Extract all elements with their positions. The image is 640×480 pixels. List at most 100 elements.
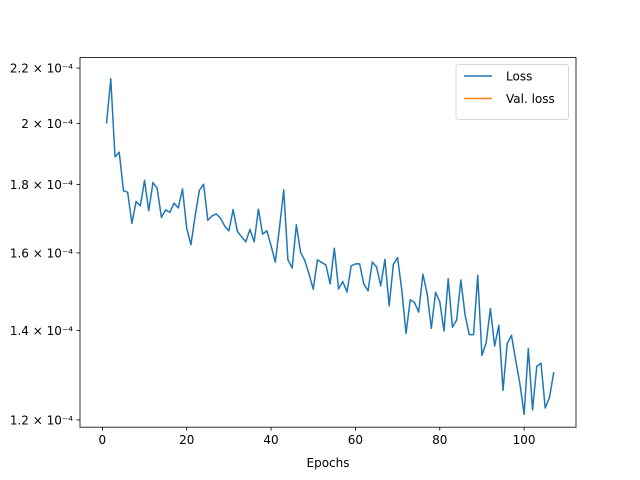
data-point [536, 365, 538, 368]
data-point [439, 301, 441, 303]
data-point [320, 261, 323, 264]
data-point [274, 261, 276, 263]
data-point [392, 263, 395, 265]
x-tick-label: 0 [99, 433, 107, 447]
data-point [245, 241, 247, 243]
data-point [477, 274, 479, 277]
data-point [455, 319, 458, 321]
data-point [380, 285, 382, 287]
data-point [253, 241, 255, 243]
data-point [498, 324, 500, 327]
data-point [211, 215, 213, 217]
y-tick-label: 1.2 × 10⁻⁴ [10, 413, 73, 427]
data-point [460, 279, 462, 281]
data-point [110, 78, 112, 80]
data-point [186, 227, 188, 230]
data-point [329, 283, 331, 285]
data-point [236, 230, 239, 232]
data-point [207, 219, 209, 221]
data-point [278, 227, 281, 229]
data-point [148, 209, 150, 212]
data-point [384, 258, 386, 261]
data-point [519, 383, 521, 385]
data-point [350, 265, 352, 267]
data-point [472, 333, 475, 336]
data-point [177, 207, 179, 209]
data-point [156, 187, 158, 190]
data-point [430, 327, 433, 330]
data-point [481, 354, 483, 357]
data-point [342, 280, 344, 283]
data-point [105, 122, 108, 124]
data-point [485, 342, 487, 344]
data-point [291, 267, 293, 269]
data-point [114, 156, 116, 158]
data-point [126, 191, 129, 194]
y-tick-label: 1.6 × 10⁻⁴ [10, 246, 73, 260]
y-tick-label: 1.4 × 10⁻⁴ [10, 324, 73, 338]
data-point [523, 413, 525, 415]
y-tick-label: 1.8 × 10⁻⁴ [10, 178, 73, 192]
legend-label: Val. loss [506, 92, 555, 106]
data-point [426, 292, 428, 295]
data-point [489, 307, 492, 310]
data-point [118, 151, 120, 153]
data-point [325, 264, 327, 266]
data-point [375, 266, 378, 268]
data-point [143, 179, 146, 182]
data-point [531, 409, 534, 411]
data-point [354, 263, 357, 265]
data-point [295, 224, 298, 226]
data-point [409, 299, 411, 301]
legend: Loss Val. loss [455, 64, 569, 120]
data-point [308, 273, 310, 275]
data-point [202, 183, 205, 185]
data-point [510, 334, 513, 337]
data-point [181, 188, 184, 190]
data-point [312, 288, 314, 290]
data-point [198, 189, 201, 192]
data-point [164, 209, 167, 211]
data-point [257, 208, 260, 210]
data-point [493, 345, 496, 347]
data-point [249, 228, 251, 231]
data-point [506, 342, 508, 345]
x-tick-label: 40 [263, 433, 278, 447]
data-point [417, 311, 420, 313]
data-point [266, 230, 268, 232]
data-point [215, 213, 217, 215]
data-point [447, 278, 449, 280]
x-tick-label: 100 [513, 433, 536, 447]
data-point [363, 283, 365, 285]
data-point [388, 304, 390, 307]
data-point [401, 289, 403, 292]
data-point [548, 396, 551, 399]
data-point [194, 215, 196, 217]
data-point [422, 273, 424, 276]
data-point [228, 230, 230, 232]
legend-box [455, 64, 569, 120]
data-point [219, 217, 222, 219]
data-point [443, 330, 445, 332]
plot-frame [79, 57, 577, 428]
legend-label: Loss [506, 70, 532, 84]
series-line-0 [105, 78, 555, 415]
data-point [131, 222, 133, 224]
data-point [413, 301, 416, 304]
data-point [240, 236, 243, 238]
data-point [396, 256, 399, 259]
data-point [371, 261, 373, 263]
data-point [464, 314, 466, 316]
data-point [160, 216, 163, 219]
data-point [139, 205, 142, 207]
data-point [261, 233, 264, 235]
x-axis-label: Epochs [307, 456, 350, 470]
data-point [367, 290, 369, 292]
data-point [299, 251, 302, 253]
data-point [122, 190, 125, 192]
y-tick-label: 2 × 10⁻⁴ [21, 117, 73, 131]
data-point [527, 347, 530, 350]
data-point [434, 291, 437, 294]
data-point [304, 259, 306, 262]
